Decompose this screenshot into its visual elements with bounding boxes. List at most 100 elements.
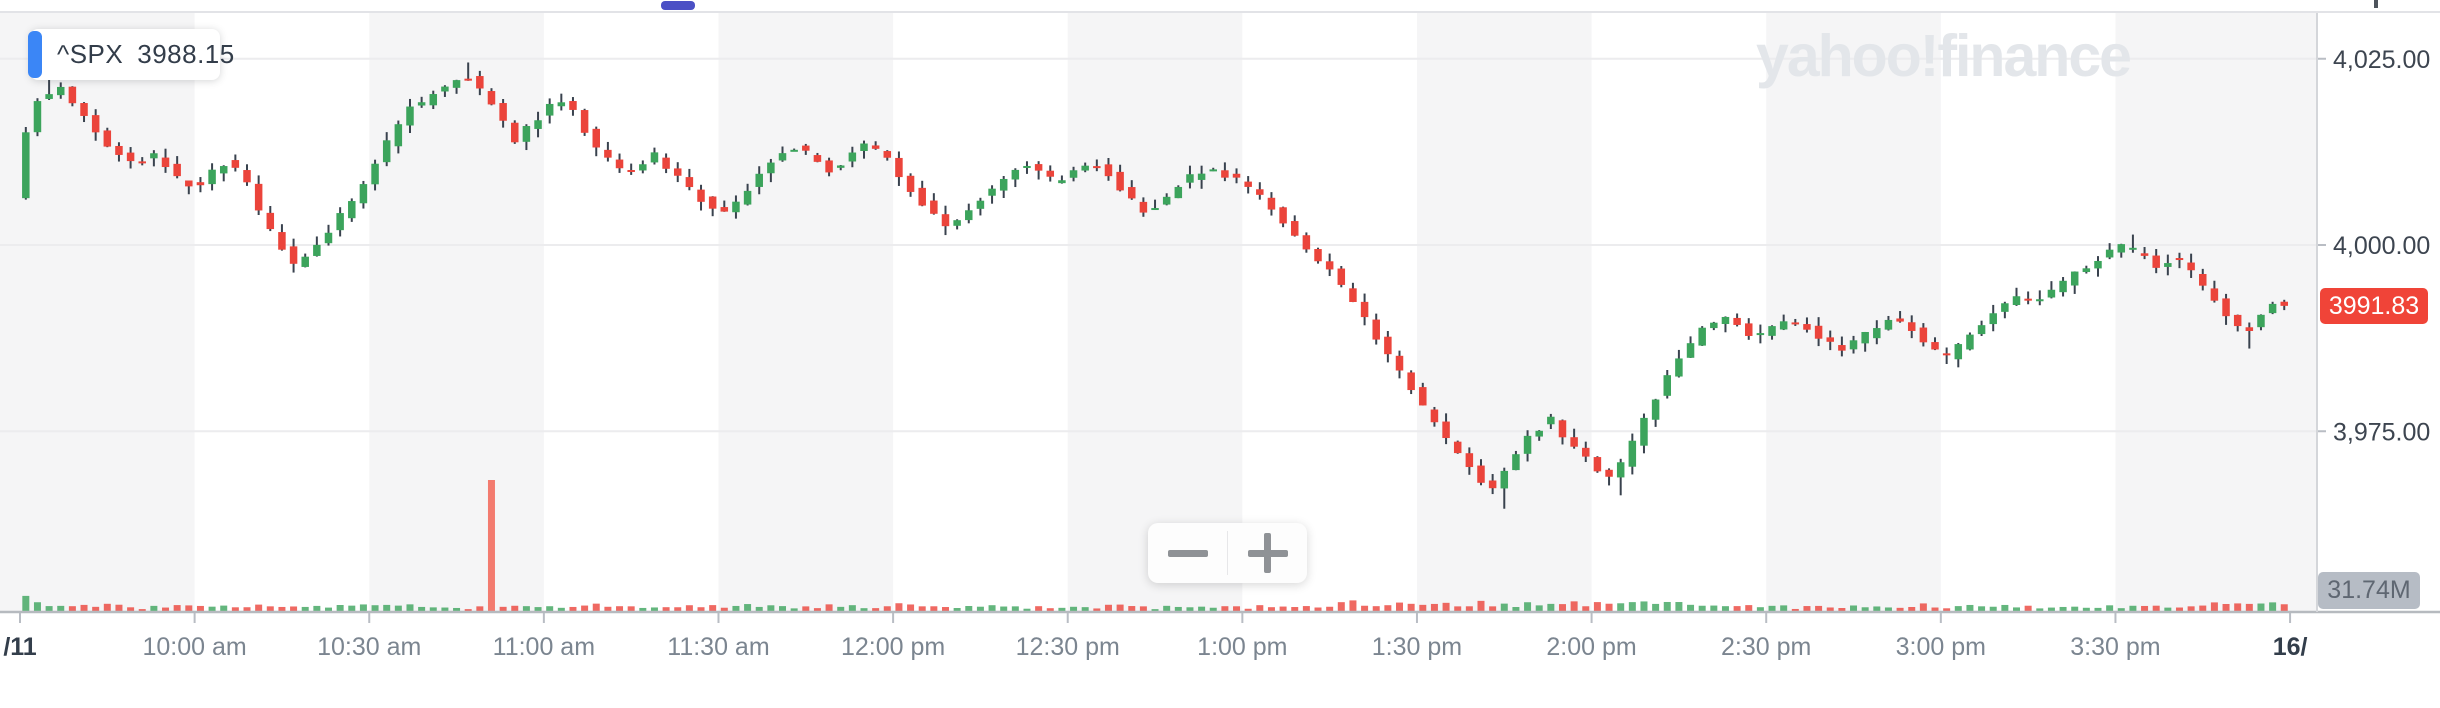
volume-bar <box>1966 604 1974 611</box>
volume-bar <box>2024 605 2032 611</box>
volume-bar <box>22 595 30 611</box>
volume-bar <box>1617 603 1625 611</box>
volume-bar <box>1698 605 1706 611</box>
volume-bar <box>779 606 787 611</box>
volume-bar <box>1919 603 1927 611</box>
candle-body <box>1721 316 1730 325</box>
candle-body <box>1558 420 1567 438</box>
volume-bar <box>2106 605 2114 611</box>
top-scroll-handle[interactable] <box>661 1 695 10</box>
volume-bar <box>1489 606 1497 611</box>
zoom-out-button[interactable] <box>1148 523 1227 583</box>
volume-bar <box>2210 602 2218 611</box>
volume-bar <box>639 607 647 611</box>
volume-bar <box>231 607 239 611</box>
candle-body <box>1523 435 1532 454</box>
volume-bar <box>1430 603 1438 611</box>
volume-bar <box>1302 606 1310 611</box>
candle-body <box>2187 262 2195 271</box>
volume-bar <box>546 606 554 611</box>
volume-bar <box>92 606 100 611</box>
volume-bar <box>406 604 414 611</box>
candle-body <box>999 178 1008 191</box>
volume-bar <box>383 604 391 611</box>
volume-bar <box>324 607 332 611</box>
candle-body <box>33 101 42 133</box>
volume-bar <box>1093 608 1101 611</box>
candle-body <box>953 220 961 226</box>
volume-bar <box>907 604 915 611</box>
candle-body <box>1232 173 1241 178</box>
candle-body <box>813 155 822 162</box>
candle-body <box>1349 288 1357 302</box>
candle-body <box>1849 340 1858 350</box>
volume-bar <box>394 605 402 611</box>
volume-bar <box>1524 602 1532 611</box>
candle-body <box>871 145 880 149</box>
candle-body <box>1023 165 1031 168</box>
background-stripe <box>1766 12 1941 611</box>
candle-body <box>2036 299 2044 302</box>
volume-bar <box>674 607 682 611</box>
volume-bar <box>744 604 752 611</box>
candle-body <box>1162 196 1171 205</box>
volume-bar <box>1826 607 1834 611</box>
candle-body <box>802 145 810 151</box>
volume-bar <box>1396 602 1404 611</box>
volume-bar <box>1803 606 1811 611</box>
candle-body <box>976 200 985 209</box>
volume-bar <box>2094 607 2102 611</box>
time-tick-label: 11:00 am <box>493 633 595 661</box>
volume-bar <box>1186 607 1194 611</box>
volume-bar <box>1221 606 1229 611</box>
background-stripe <box>369 12 544 611</box>
volume-bar <box>1139 606 1147 611</box>
candle-body <box>429 94 438 106</box>
gridlines-layer <box>0 57 2317 433</box>
candle-body <box>2175 258 2184 261</box>
volume-bar <box>1081 607 1089 611</box>
candle-body <box>1756 333 1765 336</box>
plus-icon <box>1247 533 1288 573</box>
candle-body <box>185 180 193 187</box>
candle-body <box>836 165 845 168</box>
candle-body <box>1838 345 1846 351</box>
volume-bar <box>1244 608 1252 611</box>
volume-bar <box>1756 607 1764 611</box>
volume-bar <box>1419 604 1427 611</box>
time-tick-label: 1:00 pm <box>1197 633 1287 661</box>
volume-bar <box>220 605 228 611</box>
volume-bar <box>1931 607 1939 611</box>
candle-body <box>1477 465 1485 483</box>
volume-bar <box>1512 607 1520 611</box>
volume-bar <box>802 606 810 611</box>
candle-body <box>231 160 240 168</box>
candle-body <box>1744 323 1753 336</box>
volume-bar <box>464 609 472 611</box>
volume-bar <box>1407 603 1415 611</box>
volume-bar <box>697 607 705 611</box>
candle-body <box>1011 169 1020 180</box>
candle-body <box>743 190 752 205</box>
volume-bar <box>1861 607 1869 611</box>
volume-bar <box>848 605 856 611</box>
candle-body <box>848 152 857 162</box>
volume-bar <box>1570 601 1578 611</box>
last-price-badge: 3991.83 <box>2320 288 2428 324</box>
volume-bar <box>604 606 612 611</box>
volume-bar <box>1000 606 1008 611</box>
volume-bar <box>196 605 204 611</box>
candle-body <box>545 103 554 116</box>
yahoo-finance-watermark: yahoo!finance <box>1756 23 2132 89</box>
candle-body <box>1989 313 1997 325</box>
volume-bar <box>1873 606 1881 611</box>
candle-body <box>511 122 519 143</box>
volume-bar <box>755 606 763 611</box>
volume-bar <box>255 604 263 611</box>
candle-body <box>115 145 123 155</box>
candle-body <box>1372 319 1380 340</box>
candle-body <box>56 86 65 96</box>
volume-bar <box>1721 606 1729 611</box>
zoom-in-button[interactable] <box>1228 523 1307 583</box>
